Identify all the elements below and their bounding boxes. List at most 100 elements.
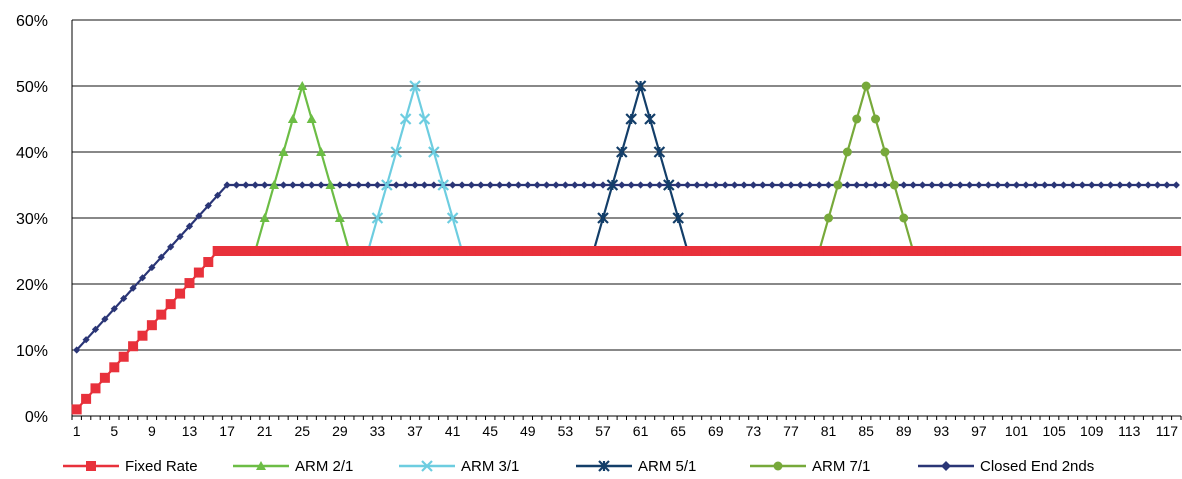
x-tick-label: 93 [934, 423, 950, 439]
y-tick-label: 30% [16, 211, 48, 228]
data-point [653, 146, 666, 158]
data-point [392, 181, 400, 189]
data-point [1041, 181, 1049, 189]
data-point [994, 181, 1002, 189]
data-point [334, 246, 345, 256]
data-point [1003, 181, 1011, 189]
data-point [421, 460, 433, 472]
data-point [1011, 246, 1022, 256]
x-tick-label: 53 [558, 423, 574, 439]
data-point [308, 181, 316, 189]
data-point [1069, 181, 1077, 189]
data-point [606, 179, 619, 191]
data-point [682, 246, 693, 256]
data-point [345, 181, 353, 189]
data-point [1171, 246, 1182, 256]
data-point [287, 246, 298, 256]
x-tick-label: 65 [670, 423, 686, 439]
data-point [82, 336, 90, 344]
data-point [269, 180, 280, 189]
data-point [316, 246, 327, 256]
data-point [1039, 246, 1050, 256]
data-point [73, 346, 81, 354]
data-point [533, 181, 541, 189]
data-point [767, 246, 778, 256]
data-point [344, 246, 355, 256]
data-point [899, 213, 909, 223]
data-point [176, 232, 184, 241]
data-point [223, 181, 231, 189]
x-tick-label: 77 [783, 423, 799, 439]
data-point [627, 181, 635, 189]
data-point [402, 181, 410, 189]
data-point [353, 246, 364, 256]
data-point [693, 181, 701, 189]
data-point [654, 246, 665, 256]
data-point [560, 246, 571, 256]
data-point [449, 181, 457, 189]
data-point [579, 246, 590, 256]
data-point [232, 181, 241, 189]
data-point [597, 212, 609, 224]
data-point [616, 146, 628, 158]
legend-label: ARM 2/1 [295, 458, 353, 475]
data-point [486, 181, 494, 189]
data-point [447, 246, 458, 256]
data-point [118, 351, 129, 362]
data-point [193, 267, 204, 278]
data-point [466, 246, 477, 256]
data-point [1078, 181, 1086, 189]
data-point [590, 181, 598, 189]
data-point [636, 181, 645, 189]
data-point [371, 212, 384, 224]
data-point [316, 147, 327, 156]
data-point [240, 246, 251, 256]
data-point [634, 80, 647, 92]
data-point [514, 181, 523, 189]
data-point [513, 246, 524, 256]
data-point [1106, 181, 1115, 189]
data-point [91, 325, 100, 333]
data-point [157, 253, 165, 261]
data-point [138, 274, 147, 282]
x-tick-label: 109 [1080, 423, 1104, 439]
data-point [541, 246, 552, 256]
data-point [458, 181, 466, 189]
data-point [833, 180, 843, 190]
data-point [99, 372, 110, 383]
x-tick-label: 69 [708, 423, 724, 439]
x-tick-label: 73 [746, 423, 762, 439]
legend-item: ARM 2/1 [233, 458, 353, 475]
data-point [941, 461, 951, 471]
legend-item: ARM 3/1 [399, 458, 519, 475]
data-point [1077, 246, 1088, 256]
data-point [956, 181, 964, 189]
x-tick-label: 57 [595, 423, 611, 439]
data-point [552, 181, 560, 189]
data-point [231, 246, 242, 256]
data-point [317, 181, 325, 189]
data-point [524, 181, 532, 189]
data-point [870, 246, 881, 256]
data-point [306, 114, 317, 123]
data-point [297, 246, 308, 256]
data-point [128, 341, 139, 352]
data-point [1096, 246, 1107, 256]
data-point [214, 191, 222, 199]
data-point [437, 179, 450, 191]
data-point [1020, 246, 1031, 256]
legend-label: ARM 5/1 [638, 458, 696, 475]
data-point [185, 222, 194, 230]
y-tick-label: 60% [16, 13, 48, 30]
data-point [391, 246, 402, 256]
data-point [532, 246, 543, 256]
data-point [1059, 181, 1068, 189]
series-line [217, 81, 1177, 253]
data-point [400, 246, 411, 256]
data-point [691, 246, 702, 256]
data-point [918, 181, 927, 189]
data-point [251, 181, 259, 189]
data-point [1097, 181, 1105, 189]
data-point [598, 460, 610, 472]
x-tick-label: 37 [407, 423, 423, 439]
